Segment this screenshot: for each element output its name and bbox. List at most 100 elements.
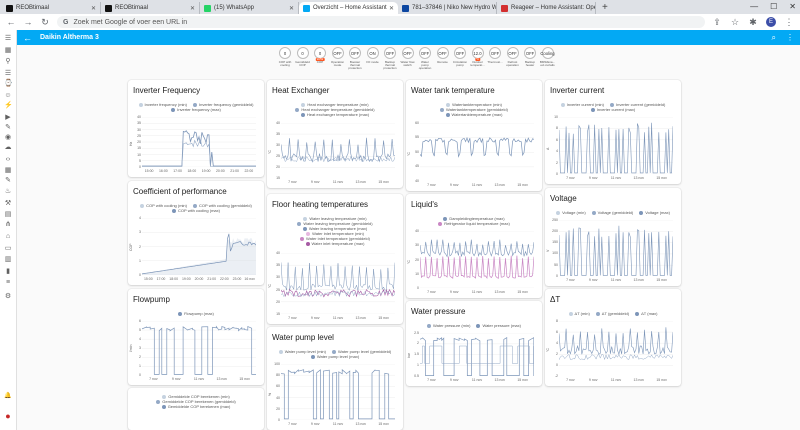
tools-icon[interactable]: ⚒ [4, 200, 12, 207]
code-icon[interactable]: ‹› [5, 156, 11, 163]
profile-avatar[interactable]: E [766, 17, 776, 27]
legend-item[interactable]: Inverter current (gemiddeld) [609, 102, 665, 107]
legend-item[interactable]: COP with cooling (min) [140, 203, 187, 208]
legend-item[interactable]: Inverter frequency (max) [171, 107, 221, 112]
address-bar[interactable]: G Zoek met Google of voer een URL in [57, 16, 705, 28]
legend-item[interactable]: Water inlet temperature (max) [305, 241, 364, 246]
state-badge[interactable]: OFF Booster thermal protection [348, 47, 362, 71]
browser-tab[interactable]: REOBtimaal ✕ [101, 2, 200, 14]
chart-icon[interactable]: ▤ [4, 211, 12, 218]
legend-item[interactable]: Inverter frequency (min) [138, 102, 187, 107]
user-avatar[interactable]: ● [5, 411, 11, 421]
browser-tab[interactable]: Overzicht – Home Assistant ✕ [299, 2, 398, 14]
legend-item[interactable]: Voltage (gemiddeld) [591, 210, 633, 215]
legend-item[interactable]: Water pressure (min) [427, 323, 470, 328]
terminal-icon[interactable]: ▮ [6, 268, 10, 275]
legend-item[interactable]: Water pressure (max) [476, 323, 521, 328]
menu-icon[interactable]: ☰ [4, 35, 12, 42]
thermostat-icon[interactable]: ♨ [4, 188, 12, 195]
back-icon[interactable]: ← [6, 17, 16, 27]
legend-item[interactable]: Water inlet temperature (min) [306, 231, 364, 236]
bell-icon[interactable]: 🔔 [4, 393, 12, 399]
legend-item[interactable]: Gemiddelde COP berekenen (max) [161, 404, 230, 409]
legend-item[interactable]: Watertanktemperature (max) [445, 112, 502, 117]
tab-close-icon[interactable]: ✕ [288, 5, 294, 12]
grid-icon[interactable]: ▦ [4, 167, 12, 174]
state-badge[interactable]: OFF Circulation pump [453, 47, 467, 71]
media-icon[interactable]: ▶ [5, 114, 11, 121]
new-tab-button[interactable]: + [602, 2, 608, 13]
maximize-icon[interactable]: ☐ [770, 2, 778, 11]
state-badge[interactable]: 0 W/W COP [313, 47, 327, 71]
state-badge[interactable]: 0 Gemiddeld COP [295, 47, 310, 71]
wrench-icon[interactable]: ✎ [5, 177, 11, 184]
browser-tab[interactable]: (15) WhatsApp ✕ [200, 2, 299, 14]
browser-tab[interactable]: Reageer – Home Assistant: Oper...✕ [497, 2, 596, 14]
cloud-icon[interactable]: ☁ [4, 144, 12, 151]
location-icon[interactable]: ◉ [4, 134, 12, 141]
legend-item[interactable]: COP with cooling (max) [172, 208, 220, 213]
home-icon[interactable]: ⌂ [5, 233, 11, 240]
state-badge[interactable]: 12.0 °C Outdoor temperat... [470, 47, 485, 71]
legend-item[interactable]: Watertanktemperature (min) [446, 102, 502, 107]
legend-item[interactable]: Heat exchanger temperature (min) [301, 102, 369, 107]
legend-item[interactable]: Inverter current (max) [590, 107, 635, 112]
chart-plot[interactable] [142, 117, 256, 167]
legend-item[interactable]: ΔT (min) [568, 311, 590, 316]
state-badge[interactable]: OFF Defrost operation [506, 47, 520, 71]
layers-icon[interactable]: ≡ [5, 279, 11, 286]
legend-item[interactable]: ΔT (max) [635, 311, 657, 316]
legend-item[interactable]: Water inlet temperature (gemiddeld) [300, 236, 370, 241]
share-icon[interactable]: ⇪ [713, 16, 721, 27]
state-badge[interactable]: Cooling BMS/Ena... ext.curtails [540, 47, 555, 71]
chart-plot[interactable] [559, 117, 673, 174]
state-badge[interactable]: OFF Backup thermal protection [383, 47, 397, 71]
legend-item[interactable]: Refrigerator liquid temperature (max) [438, 221, 510, 226]
legend-item[interactable]: Gemiddelde COP berekenen (gemiddeld) [156, 399, 236, 404]
legend-item[interactable]: Water leaving temperature (min) [303, 216, 367, 221]
history-icon[interactable]: ⌚ [4, 80, 13, 87]
bookmark-star-icon[interactable]: ☆ [730, 16, 740, 27]
logbook-icon[interactable]: ☰ [4, 70, 12, 77]
legend-item[interactable]: Water pump level (max) [310, 354, 359, 359]
tab-close-icon[interactable]: ✕ [189, 5, 195, 12]
browser-menu-icon[interactable]: ⋮ [784, 16, 794, 27]
chart-plot[interactable] [142, 320, 256, 376]
state-badge[interactable]: OFF Water flow switch [400, 47, 415, 71]
tab-close-icon[interactable]: ✕ [388, 5, 394, 12]
chart-plot[interactable] [420, 122, 534, 182]
chart-plot[interactable] [420, 231, 534, 288]
legend-item[interactable]: Dampleidingtemperatuur (max) [443, 216, 505, 221]
tab-close-icon[interactable]: ✕ [90, 5, 96, 12]
search-icon[interactable]: ⌕ [771, 32, 776, 42]
legend-item[interactable]: Water pump level (min) [278, 349, 326, 354]
legend-item[interactable]: Voltage (min) [556, 210, 586, 215]
reload-icon[interactable]: ↻ [41, 16, 49, 27]
state-badge[interactable]: OFF Remote [436, 47, 450, 71]
legend-item[interactable]: Voltage (max) [639, 210, 670, 215]
back-arrow-icon[interactable]: ← [23, 32, 32, 43]
browser-tab[interactable]: 781–37846 | Niko New Hydro W...✕ [398, 2, 497, 14]
state-badge[interactable]: ON I/O mode [366, 47, 380, 71]
person-icon[interactable]: ☺ [4, 92, 12, 99]
legend-item[interactable]: Inverter current (min) [560, 102, 604, 107]
chart-plot[interactable] [559, 320, 673, 377]
browser-tab[interactable]: REOBtimaal ✕ [2, 2, 101, 14]
legend-item[interactable]: Inverter frequency (gemiddeld) [192, 102, 253, 107]
state-badge[interactable]: OFF Backup heater [523, 47, 537, 71]
legend-item[interactable]: Water leaving temperature (gemiddeld) [297, 221, 373, 226]
note-icon[interactable]: ✎ [5, 124, 11, 131]
state-badge[interactable]: OFF Thermost... [487, 47, 503, 71]
energy-icon[interactable]: ⚡ [4, 102, 13, 109]
chart-plot[interactable] [420, 332, 534, 377]
state-badge[interactable]: OFF Water pump operation [418, 47, 432, 71]
legend-item[interactable]: Flowpump (max) [178, 311, 214, 316]
settings-icon[interactable]: ⚙ [4, 293, 12, 300]
chart-plot[interactable] [142, 218, 256, 275]
legend-item[interactable]: ΔT (gemiddeld) [595, 311, 629, 316]
legend-item[interactable]: COP with cooling (gemiddeld) [192, 203, 252, 208]
close-window-icon[interactable]: ✕ [789, 2, 796, 11]
legend-item[interactable]: Watertanktemperature (gemiddeld) [440, 107, 508, 112]
legend-item[interactable]: Water pump level (gemiddeld) [331, 349, 391, 354]
legend-item[interactable]: Heat exchanger temperature (max) [300, 112, 369, 117]
